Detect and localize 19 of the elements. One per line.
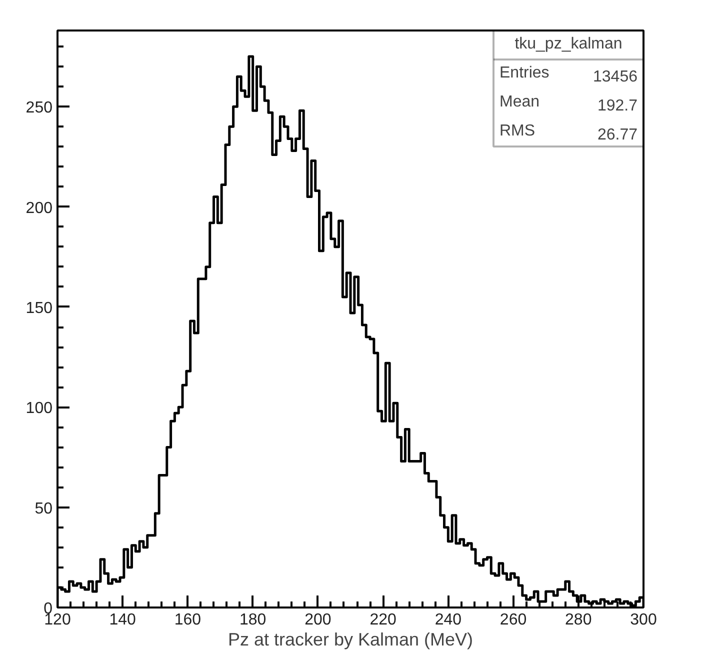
x-tick-label: 140 (109, 612, 136, 628)
y-tick-label: 250 (26, 100, 53, 117)
annotation: tku_pz_kalman (514, 36, 622, 52)
x-tick-label: 240 (434, 612, 462, 628)
x-tick-label: 160 (174, 612, 202, 628)
y-tick-label: 50 (34, 500, 53, 518)
x-tick-label: 280 (565, 612, 592, 628)
x-axis-title: Pz at tracker by Kalman (MeV) (228, 630, 474, 650)
text: Entries 13456 (500, 64, 638, 86)
x-tick-label: 180 (239, 612, 266, 628)
x-tick-label: 260 (500, 612, 527, 628)
x-tick-label: 220 (370, 612, 397, 628)
y-tick-label: 100 (26, 400, 53, 418)
y-tick-label: 200 (26, 200, 53, 217)
y-tick-label: 150 (26, 300, 53, 317)
x-tick-label: 200 (304, 612, 332, 628)
text: Mean 192.7 (500, 94, 638, 114)
x-tick-label: 300 (630, 612, 657, 628)
text: RMS 26.77 (500, 122, 638, 144)
